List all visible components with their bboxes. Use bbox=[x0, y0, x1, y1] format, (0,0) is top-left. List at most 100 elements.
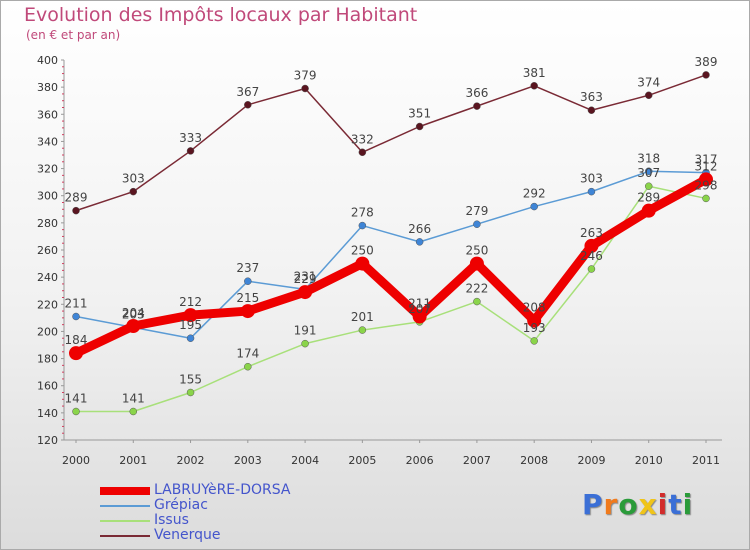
chart-subtitle: (en € et par an) bbox=[26, 28, 121, 42]
data-label: 307 bbox=[637, 166, 660, 180]
proxiti-logo: Proxiti bbox=[582, 488, 693, 521]
data-label: 332 bbox=[351, 132, 374, 146]
data-label: 381 bbox=[523, 66, 546, 80]
data-label: 367 bbox=[236, 85, 259, 99]
y-tick-label: 360 bbox=[37, 108, 58, 121]
data-point bbox=[584, 238, 599, 253]
data-label: 191 bbox=[294, 324, 317, 338]
data-label: 263 bbox=[580, 226, 603, 240]
series-line-0 bbox=[74, 175, 709, 358]
x-tick-label: 2002 bbox=[177, 454, 205, 467]
data-point bbox=[530, 82, 538, 90]
data-point bbox=[129, 407, 138, 416]
y-tick-label: 200 bbox=[37, 325, 58, 338]
data-point bbox=[530, 202, 538, 211]
series-line-1 bbox=[75, 170, 707, 339]
data-point bbox=[358, 326, 367, 334]
data-label: 318 bbox=[637, 151, 660, 165]
data-label: 374 bbox=[637, 75, 660, 89]
data-point bbox=[126, 319, 141, 333]
data-label: 208 bbox=[523, 301, 546, 315]
logo-letter: r bbox=[603, 488, 619, 521]
x-tick-label: 2003 bbox=[234, 454, 262, 467]
y-tick-label: 340 bbox=[37, 135, 58, 148]
y-tick-label: 120 bbox=[37, 434, 58, 447]
data-point bbox=[72, 312, 80, 321]
data-point bbox=[641, 203, 656, 218]
data-point bbox=[469, 256, 484, 271]
data-label: 222 bbox=[465, 282, 488, 296]
data-point bbox=[415, 238, 424, 246]
data-point bbox=[412, 309, 427, 324]
data-label: 289 bbox=[637, 191, 660, 205]
legend-label: Grépiac bbox=[154, 497, 208, 513]
data-point bbox=[530, 337, 538, 345]
data-label: 312 bbox=[695, 159, 718, 173]
logo-letter: P bbox=[582, 488, 604, 521]
logo-letter: i bbox=[682, 488, 694, 521]
data-point bbox=[69, 346, 83, 361]
data-label: 229 bbox=[294, 272, 317, 286]
data-label: 155 bbox=[179, 373, 202, 387]
data-point bbox=[355, 256, 370, 271]
x-tick-label: 2008 bbox=[520, 454, 548, 467]
data-label: 141 bbox=[65, 392, 88, 406]
data-label: 184 bbox=[65, 333, 88, 347]
x-tick-label: 2010 bbox=[635, 454, 663, 467]
data-point bbox=[301, 339, 309, 348]
legend-item-issus: Issus bbox=[100, 512, 360, 529]
logo-letter: t bbox=[668, 488, 683, 521]
data-label: 204 bbox=[122, 306, 145, 320]
legend-label: Issus bbox=[154, 512, 189, 528]
data-point bbox=[644, 91, 653, 100]
data-point bbox=[527, 313, 542, 328]
data-point bbox=[183, 308, 198, 323]
data-label: 211 bbox=[65, 297, 88, 311]
legend-item-venerque: Venerque bbox=[100, 527, 360, 544]
legend-swatch bbox=[100, 535, 150, 537]
y-tick-label: 240 bbox=[37, 271, 58, 284]
y-tick-label: 280 bbox=[37, 217, 58, 230]
data-label: 366 bbox=[465, 86, 488, 100]
data-label: 351 bbox=[408, 107, 431, 121]
legend-swatch bbox=[100, 520, 150, 522]
legend-label: Venerque bbox=[154, 527, 221, 543]
data-point bbox=[473, 297, 481, 306]
legend-swatch bbox=[100, 505, 150, 507]
y-tick-label: 320 bbox=[37, 163, 58, 176]
data-point bbox=[301, 84, 309, 93]
series-line-3 bbox=[75, 74, 707, 212]
data-point bbox=[186, 388, 195, 397]
data-point bbox=[473, 102, 481, 110]
x-tick-label: 2007 bbox=[463, 454, 491, 467]
data-label: 237 bbox=[236, 261, 259, 275]
legend-item-grepiac: Grépiac bbox=[100, 497, 360, 514]
data-point bbox=[244, 277, 252, 285]
data-point bbox=[415, 122, 424, 131]
data-point bbox=[587, 265, 596, 273]
y-tick-label: 300 bbox=[37, 190, 58, 203]
data-label: 207 bbox=[408, 302, 431, 316]
data-label: 298 bbox=[695, 178, 718, 192]
chart-title: Evolution des Impôts locaux par Habitant bbox=[24, 4, 418, 26]
data-label: 379 bbox=[294, 69, 317, 83]
data-label: 195 bbox=[179, 318, 202, 332]
data-label: 212 bbox=[179, 295, 202, 309]
data-label: 317 bbox=[695, 153, 718, 167]
x-tick-label: 2005 bbox=[348, 454, 376, 467]
data-point bbox=[358, 221, 367, 230]
data-point bbox=[186, 334, 195, 342]
y-tick-label: 180 bbox=[37, 353, 58, 366]
data-label: 246 bbox=[580, 249, 603, 263]
data-point bbox=[129, 187, 138, 196]
data-label: 303 bbox=[122, 172, 145, 186]
legend-swatch bbox=[100, 487, 150, 495]
data-label: 289 bbox=[65, 191, 88, 205]
data-label: 174 bbox=[236, 347, 259, 361]
x-tick-label: 2004 bbox=[291, 454, 319, 467]
data-label: 279 bbox=[465, 204, 488, 218]
data-point bbox=[702, 194, 710, 203]
data-label: 266 bbox=[408, 222, 431, 236]
data-label: 333 bbox=[179, 131, 202, 145]
